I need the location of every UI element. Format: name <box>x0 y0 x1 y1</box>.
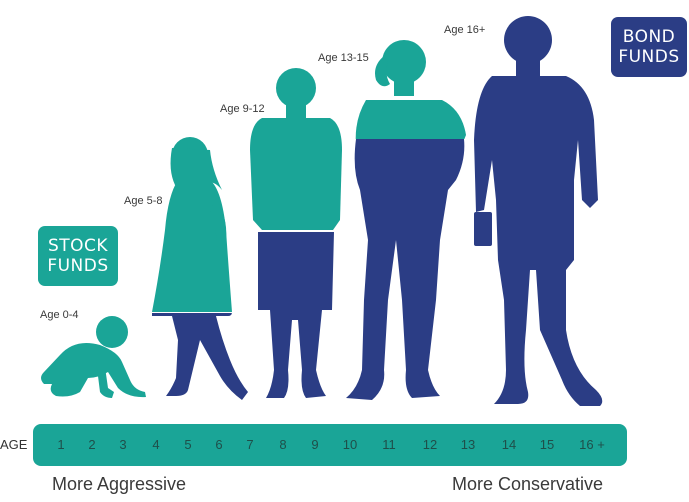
figure-child <box>152 137 248 400</box>
stock-funds-line1: STOCK <box>47 236 109 256</box>
age-label-teen: Age 13-15 <box>318 52 369 64</box>
age-tick: 8 <box>279 437 287 452</box>
age-tick: 12 <box>422 437 438 452</box>
age-tick: 11 <box>382 437 396 452</box>
age-scale-title: AGE <box>0 437 28 452</box>
age-tick: 4 <box>152 437 160 452</box>
age-tick: 6 <box>215 437 223 452</box>
figures-illustration <box>41 16 603 406</box>
age-tick: 5 <box>184 437 192 452</box>
age-label-baby: Age 0-4 <box>40 309 79 321</box>
age-tick: 9 <box>311 437 319 452</box>
caption-more-aggressive: More Aggressive <box>52 474 187 494</box>
age-tick: 14 <box>501 437 517 452</box>
figure-baby <box>41 316 146 398</box>
age-tick: 16 + <box>579 437 605 452</box>
age-tick: 2 <box>88 437 96 452</box>
age-tick: 13 <box>460 437 476 452</box>
caption-more-conservative: More Conservative <box>452 474 604 494</box>
figure-teen <box>346 40 466 400</box>
age-tick: 7 <box>246 437 254 452</box>
age-label-adult: Age 16+ <box>444 24 486 36</box>
bond-funds-line2: FUNDS <box>618 47 680 67</box>
age-scale-bar <box>33 424 627 466</box>
stock-funds-badge: STOCK FUNDS <box>38 226 118 286</box>
age-tick: 1 <box>57 437 65 452</box>
age-tick: 10 <box>342 437 358 452</box>
figure-adult <box>474 16 603 406</box>
bond-funds-badge: BOND FUNDS <box>611 17 687 77</box>
stock-funds-line2: FUNDS <box>47 256 109 276</box>
age-label-child: Age 5-8 <box>124 195 163 207</box>
bond-funds-line1: BOND <box>622 27 676 47</box>
age-label-preteen: Age 9-12 <box>220 103 265 115</box>
figure-preteen <box>250 68 342 398</box>
age-tick: 15 <box>539 437 555 452</box>
age-tick: 3 <box>119 437 127 452</box>
